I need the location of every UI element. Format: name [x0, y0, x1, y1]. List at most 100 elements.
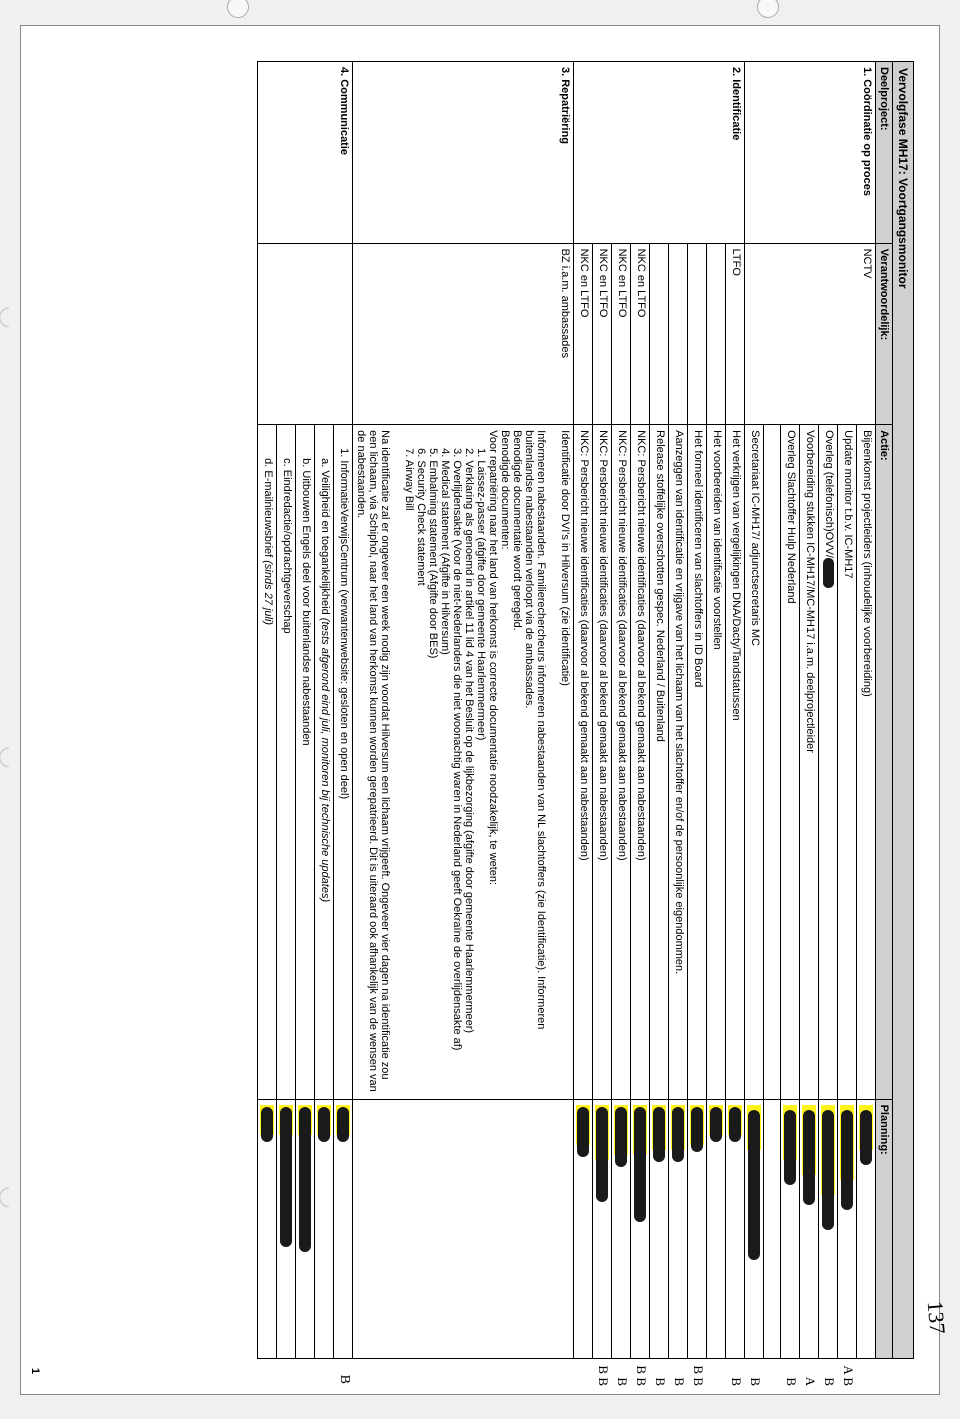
- actie-cell: Release stoffelijke overschotten gespec.…: [650, 424, 669, 1098]
- actie-line: b. Uitbouwen Engels deel voor buitenland…: [300, 430, 312, 1093]
- ring-shadow: ◡: [0, 1186, 26, 1209]
- actie-cell: Het verkrijgen van vergelijkingen DNA/Da…: [726, 424, 745, 1098]
- section-title: 3. Repatriëring: [353, 61, 574, 243]
- responsible-cell: [669, 243, 688, 425]
- responsible-cell: LTFO: [726, 243, 745, 425]
- redaction-bar: [318, 1106, 330, 1141]
- redaction-bar: [822, 1109, 834, 1229]
- responsible-cell: NKC en LTFO: [612, 243, 631, 425]
- actie-cell: NKC: Persbericht nieuwe identificaties (…: [574, 424, 593, 1098]
- actie-line: 5. Embalming statement (Afgifte door BES…: [427, 430, 439, 1093]
- actie-cell: NKC: Persbericht nieuwe identificaties (…: [631, 424, 650, 1098]
- table-row: 4. Communicatie1. InformatieVerwijsCentr…: [334, 61, 353, 1358]
- table-row: Het formeel identificeren van slachtoffe…: [688, 61, 707, 1358]
- punch-hole: [227, 0, 249, 18]
- page: 137 Vervolgfase MH17: Voortgangsmonitor …: [20, 25, 940, 1395]
- table-row: NKC en LTFONKC: Persbericht nieuwe ident…: [612, 61, 631, 1358]
- table-row: NKC en LTFONKC: Persbericht nieuwe ident…: [593, 61, 612, 1358]
- document-title: Vervolgfase MH17: Voortgangsmonitor: [893, 61, 914, 1359]
- ring-shadow: ◡: [0, 746, 26, 769]
- actie-line: 2. Verklaring als genoemd in artikel 11 …: [463, 430, 475, 1093]
- actie-cell: d. E-mailnieuwsbrief (sinds 27 juli): [258, 424, 277, 1098]
- planning-cell: B: [334, 1099, 353, 1358]
- table-row: Aanzeggen van identificatie en vrijgave …: [669, 61, 688, 1358]
- responsible-cell: NCTV: [745, 243, 876, 425]
- planning-cell: B: [745, 1099, 764, 1358]
- planning-cell: B: [650, 1099, 669, 1358]
- planning-cell: [315, 1099, 334, 1358]
- section-title: 2. Identificatie: [574, 61, 745, 243]
- redaction-bar: [577, 1106, 589, 1156]
- actie-line: [547, 430, 559, 1093]
- redaction-bar: [653, 1106, 665, 1161]
- col-verantwoordelijk: Verantwoordelijk:: [876, 243, 893, 425]
- footer-page-number: 1: [29, 1367, 41, 1373]
- actie-line: 3. Overlijdensakte (Voor de niet-Nederla…: [451, 430, 463, 1093]
- actie-line: [391, 430, 403, 1093]
- handwritten-annotation: B: [728, 1377, 744, 1386]
- redaction-bar: [710, 1106, 722, 1141]
- table-row: Het voorbereiden van identificatie voors…: [707, 61, 726, 1358]
- handwritten-annotation: B: [821, 1377, 837, 1386]
- responsible-cell: BZ i.a.m. ambassades: [353, 243, 574, 425]
- actie-line: Informeren nabestaanden. Familierecherch…: [523, 430, 547, 1093]
- section-title: 1. Coördinatie op proces: [745, 61, 876, 243]
- responsible-cell: NKC en LTFO: [631, 243, 650, 425]
- planning-cell: [296, 1099, 315, 1358]
- actie-cell: Bijeenkomst projectleiders (inhoudelijke…: [857, 424, 876, 1098]
- planning-cell: B: [781, 1099, 800, 1358]
- planning-cell: [574, 1099, 593, 1358]
- responsible-cell: [650, 243, 669, 425]
- planning-cell: A B: [838, 1099, 857, 1358]
- actie-cell: Voorbereiding stukken IC-MH17/MC-MH17 i.…: [800, 424, 819, 1098]
- actie-line: c. Eindredactie/opdrachtgeverschap: [281, 430, 293, 1093]
- handwritten-annotation: B B: [595, 1365, 611, 1386]
- planning-cell: [857, 1099, 876, 1358]
- handwritten-annotation: B: [614, 1377, 630, 1386]
- col-planning: Planning:: [876, 1099, 893, 1358]
- actie-line: 1. InformatieVerwijsCentrum (verwantenwe…: [338, 430, 350, 1093]
- planning-cell: B: [669, 1099, 688, 1358]
- redaction-bar: [803, 1109, 815, 1204]
- responsible-cell: [258, 243, 353, 425]
- actie-line: Benodigde documenten:: [499, 430, 511, 1093]
- actie-cell: NKC: Persbericht nieuwe identificaties (…: [593, 424, 612, 1098]
- actie-line: Benodigde documentatie wordt geregeld.: [511, 430, 523, 1093]
- punch-hole: [757, 0, 779, 18]
- actie-cell: Overleg (telefonisch)OVV/: [819, 424, 838, 1098]
- actie-cell: c. Eindredactie/opdrachtgeverschap: [277, 424, 296, 1098]
- responsible-cell: [688, 243, 707, 425]
- actie-cell: Secretariaat IC-MH17/ adjunctsecretaris …: [745, 424, 764, 1098]
- table-row: 3. RepatriëringBZ i.a.m. ambassadesIdent…: [353, 61, 574, 1358]
- actie-cell: Het formeel identificeren van slachtoffe…: [688, 424, 707, 1098]
- planning-cell: B B: [631, 1099, 650, 1358]
- actie-line: 4. Medical statement (Afgifte in Hilvers…: [439, 430, 451, 1093]
- actie-cell: b. Uitbouwen Engels deel voor buitenland…: [296, 424, 315, 1098]
- handwritten-annotation: B: [747, 1377, 763, 1386]
- actie-cell: NKC: Persbericht nieuwe identificaties (…: [612, 424, 631, 1098]
- planning-cell: [353, 1099, 574, 1358]
- actie-cell: Identificatie door DVI's in Hilversum (z…: [353, 424, 574, 1098]
- actie-cell: Het voorbereiden van identificatie voors…: [707, 424, 726, 1098]
- progress-table: Deelproject: Verantwoordelijk: Actie: Pl…: [257, 61, 893, 1359]
- actie-line: Na identificatie zal er ongeveer een wee…: [355, 430, 391, 1093]
- redaction-bar: [299, 1106, 311, 1251]
- actie-line: 6. Security Check statement: [415, 430, 427, 1093]
- redaction-bar: [672, 1106, 684, 1161]
- handwritten-annotation: A B: [840, 1365, 856, 1386]
- planning-cell: B: [726, 1099, 745, 1358]
- planning-cell: B B: [688, 1099, 707, 1358]
- planning-cell: [258, 1099, 277, 1358]
- actie-line: a. Veiligheid en toegankelijkheid (tests…: [319, 430, 331, 1093]
- actie-cell: Aanzeggen van identificatie en vrijgave …: [669, 424, 688, 1098]
- handwritten-annotation: A: [802, 1376, 818, 1385]
- actie-cell: Overleg Slachtoffer Hulp Nederland: [781, 424, 800, 1098]
- redaction-bar: [748, 1109, 760, 1259]
- table-row: NKC en LTFONKC: Persbericht nieuwe ident…: [631, 61, 650, 1358]
- actie-cell: Update monitor t.b.v. IC-MH17: [838, 424, 857, 1098]
- handwritten-annotation: B B: [633, 1365, 649, 1386]
- handwritten-annotation: B: [783, 1377, 799, 1386]
- responsible-cell: [707, 243, 726, 425]
- section-title: 4. Communicatie: [258, 61, 353, 243]
- planning-cell: A: [800, 1099, 819, 1358]
